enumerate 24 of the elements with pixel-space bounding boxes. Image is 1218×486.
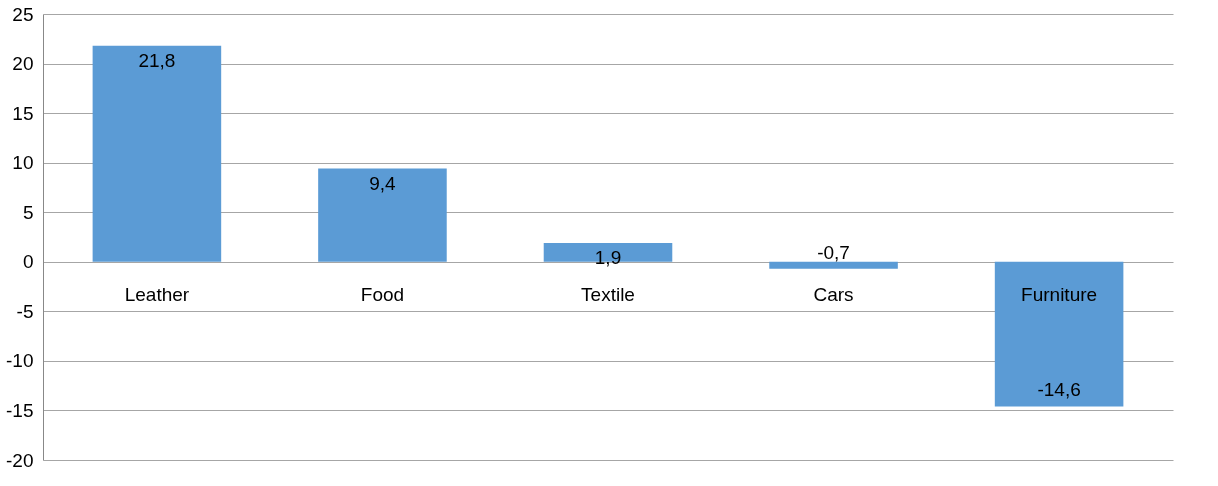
data-label: 21,8 <box>138 49 176 71</box>
data-label: -14,6 <box>1037 379 1081 401</box>
y-tick-label: 10 <box>12 152 34 174</box>
x-tick-label: Food <box>360 283 405 305</box>
y-tick-label: 0 <box>22 251 34 273</box>
y-tick-label: -10 <box>6 350 34 372</box>
y-tick-label: -15 <box>6 399 34 421</box>
x-tick-label: Leather <box>124 283 190 305</box>
bar <box>769 261 898 269</box>
bar <box>92 45 222 262</box>
data-label: -0,7 <box>817 241 850 263</box>
data-label: 1,9 <box>594 246 622 268</box>
y-tick-label: -20 <box>6 449 34 471</box>
data-label: 9,4 <box>369 172 397 194</box>
y-tick-label: 15 <box>12 102 34 124</box>
y-tick-label: 5 <box>22 201 34 223</box>
y-tick-label: 20 <box>12 53 34 75</box>
x-tick-label: Cars <box>813 283 854 305</box>
bar <box>318 168 447 262</box>
y-tick-label: 25 <box>12 3 34 25</box>
x-tick-label: Textile <box>581 283 635 305</box>
y-tick-label: -5 <box>16 300 34 322</box>
x-tick-label: Furniture <box>1021 283 1098 305</box>
bar <box>994 261 1124 407</box>
